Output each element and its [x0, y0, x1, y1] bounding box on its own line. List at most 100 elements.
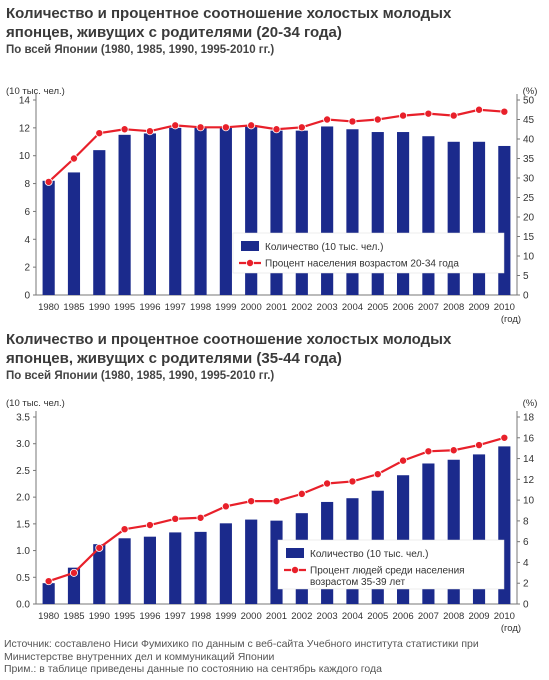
line-point [449, 446, 458, 455]
legend-line-label-2: возрастом 35-39 лет [310, 577, 405, 588]
line-point [500, 433, 509, 442]
x-axis-unit: (год) [501, 314, 521, 325]
x-tick-label: 2005 [367, 611, 388, 622]
x-tick-label: 1980 [38, 302, 59, 313]
x-tick-label: 2006 [393, 611, 414, 622]
right-tick-label: 6 [523, 537, 529, 548]
line-point [399, 111, 408, 120]
x-tick-label: 1999 [215, 302, 236, 313]
bar [143, 536, 156, 604]
x-tick-label: 2003 [317, 611, 338, 622]
right-axis-unit: (%) [523, 398, 538, 409]
right-tick-label: 16 [523, 433, 535, 444]
line-point [95, 543, 104, 552]
right-tick-label: 5 [523, 271, 529, 282]
line-point [348, 477, 357, 486]
line-point [449, 111, 458, 120]
x-tick-label: 2000 [241, 302, 262, 313]
chart2-title: Количество и процентное соотношение холо… [6, 330, 546, 368]
left-tick-label: 1.0 [16, 546, 30, 557]
left-tick-label: 2.0 [16, 493, 30, 504]
x-tick-label: 2008 [443, 611, 464, 622]
bar [42, 180, 55, 295]
line-point [348, 117, 357, 126]
left-tick-label: 10 [19, 151, 31, 162]
line-point [323, 479, 332, 488]
chart2-plot: (10 тыс. чел.) (%) 0.0 0.5 1.0 1.5 2.0 2.5 3.0 3.… [6, 398, 538, 634]
x-tick-label: 2009 [468, 302, 489, 313]
right-tick-label: 30 [523, 174, 535, 185]
x-tick-label: 2006 [393, 302, 414, 313]
right-tick-label: 20 [523, 213, 535, 224]
x-tick-label: 2007 [418, 611, 439, 622]
right-tick-label: 8 [523, 516, 529, 527]
x-tick-label: 2007 [418, 302, 439, 313]
chart2-title-line2: японцев, живущих с родителями (35-44 год… [6, 350, 342, 367]
right-tick-label: 4 [523, 558, 529, 569]
bar [245, 519, 258, 604]
right-tick-label: 35 [523, 154, 535, 165]
x-tick-label: 2004 [342, 611, 363, 622]
right-axis-unit: (%) [523, 86, 538, 97]
legend-line-label: Процент населения возрастом 20-34 года [265, 259, 459, 270]
legend-bar-label: Количество (10 тыс. чел.) [265, 242, 383, 253]
line-point [44, 577, 53, 586]
chart1-title-line2: японцев, живущих с родителями (20-34 год… [6, 24, 342, 41]
left-tick-label: 8 [24, 179, 30, 190]
note-line: Прим.: в таблице приведены данные по сос… [4, 663, 382, 675]
left-tick-label: 0 [24, 291, 30, 302]
right-tick-label: 45 [523, 115, 535, 126]
line-point [196, 513, 205, 522]
line-point [44, 177, 53, 186]
left-tick-label: 0.0 [16, 600, 30, 611]
bar [169, 127, 182, 295]
x-tick-label: 1997 [165, 302, 186, 313]
legend-bar-swatch [241, 241, 259, 251]
legend-line-marker [245, 258, 254, 267]
right-tick-label: 50 [523, 96, 535, 107]
chart2-title-line1: Количество и процентное соотношение холо… [6, 331, 452, 348]
x-tick-label: 1998 [190, 302, 211, 313]
x-tick-label: 1985 [63, 302, 84, 313]
chart1-plot: (10 тыс. чел.) (%) 0 2 4 6 8 10 12 14 0 5 10 15 20 25 30… [6, 86, 538, 325]
x-tick-label: 2004 [342, 302, 363, 313]
right-tick-label: 25 [523, 193, 535, 204]
bar [194, 127, 207, 295]
chart2-subtitle: По всей Японии (1980, 1985, 1990, 1995-2… [6, 370, 275, 382]
source-line2: Министерстве внутренних дел и коммуникац… [4, 650, 275, 663]
left-tick-label: 0.5 [16, 573, 30, 584]
line-point [424, 447, 433, 456]
x-tick-label: 1985 [63, 611, 84, 622]
line-point [373, 470, 382, 479]
left-tick-label: 14 [19, 96, 31, 107]
line-point [120, 525, 129, 534]
bar [169, 532, 182, 604]
line-point [297, 489, 306, 498]
x-tick-label: 2000 [241, 611, 262, 622]
line-point [69, 568, 78, 577]
source-line1: Источник: составлено Ниси Фумихико по да… [4, 638, 479, 650]
x-tick-label: 2003 [317, 302, 338, 313]
legend-bar-label: Количество (10 тыс. чел.) [310, 549, 428, 560]
x-tick-label: 1990 [89, 302, 110, 313]
line-point [399, 456, 408, 465]
chart1-subtitle: По всей Японии (1980, 1985, 1990, 1995-2… [6, 44, 275, 56]
x-tick-label: 2009 [468, 611, 489, 622]
right-tick-label: 18 [523, 413, 535, 424]
left-tick-label: 3.5 [16, 413, 30, 424]
x-tick-label: 2001 [266, 302, 287, 313]
x-tick-label: 1996 [139, 302, 160, 313]
x-tick-label: 2001 [266, 611, 287, 622]
line-point [247, 121, 256, 130]
x-tick-label: 1998 [190, 611, 211, 622]
x-tick-label: 2010 [494, 302, 515, 313]
right-tick-label: 10 [523, 496, 535, 507]
left-tick-label: 2 [24, 263, 30, 274]
x-tick-label: 2005 [367, 302, 388, 313]
x-tick-label: 2002 [291, 611, 312, 622]
left-tick-label: 3.0 [16, 439, 30, 450]
left-tick-label: 4 [24, 235, 30, 246]
line-point [373, 115, 382, 124]
line-point [475, 105, 484, 114]
legend-line-label: Процент людей среди населения [310, 566, 465, 577]
